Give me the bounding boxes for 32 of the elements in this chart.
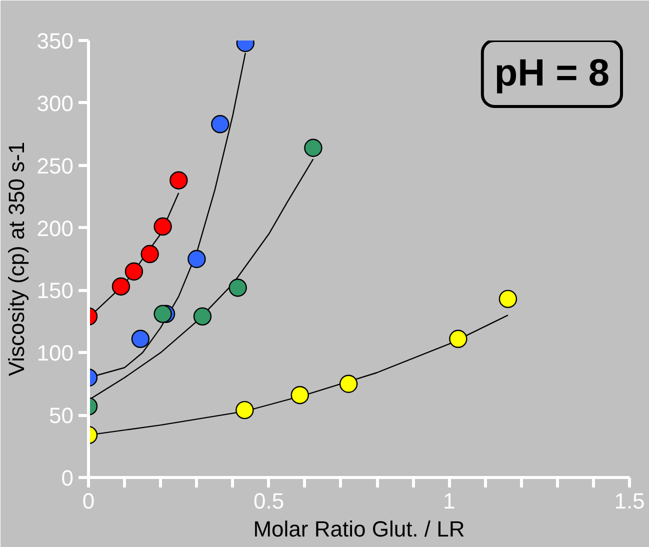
point bbox=[290, 386, 309, 404]
point bbox=[236, 400, 254, 420]
x-tick-label: 1 bbox=[443, 488, 456, 514]
x-axis-title: Molar Ratio Glut. / LR bbox=[253, 516, 465, 542]
point bbox=[170, 171, 188, 190]
y-tick-label: 150 bbox=[36, 278, 74, 304]
y-tick-label: 50 bbox=[49, 403, 74, 428]
y-tick-label: 300 bbox=[36, 90, 74, 116]
point bbox=[193, 307, 212, 326]
x-tick-label: 0.5 bbox=[254, 488, 284, 514]
point bbox=[131, 330, 150, 348]
point bbox=[339, 374, 358, 393]
y-tick-label: 350 bbox=[36, 28, 74, 54]
point bbox=[211, 115, 230, 134]
annotation: pH = 8 bbox=[494, 52, 610, 94]
y-axis-title: Viscosity (cp) at 350 s-1 bbox=[4, 142, 29, 376]
x-tick-label: 1.5 bbox=[614, 488, 645, 514]
point bbox=[228, 278, 247, 297]
point bbox=[140, 244, 159, 264]
point bbox=[154, 304, 172, 324]
y-tick-label: 100 bbox=[36, 340, 74, 366]
point bbox=[154, 217, 172, 236]
point bbox=[449, 330, 468, 348]
x-tick-label: 0 bbox=[82, 488, 95, 514]
y-tick-label: 200 bbox=[36, 216, 74, 241]
y-tick-label: 250 bbox=[36, 153, 74, 178]
point bbox=[112, 277, 130, 296]
point bbox=[304, 138, 322, 157]
point bbox=[188, 250, 206, 268]
point bbox=[498, 290, 518, 308]
y-tick-label: 0 bbox=[61, 466, 74, 490]
point bbox=[124, 262, 144, 281]
